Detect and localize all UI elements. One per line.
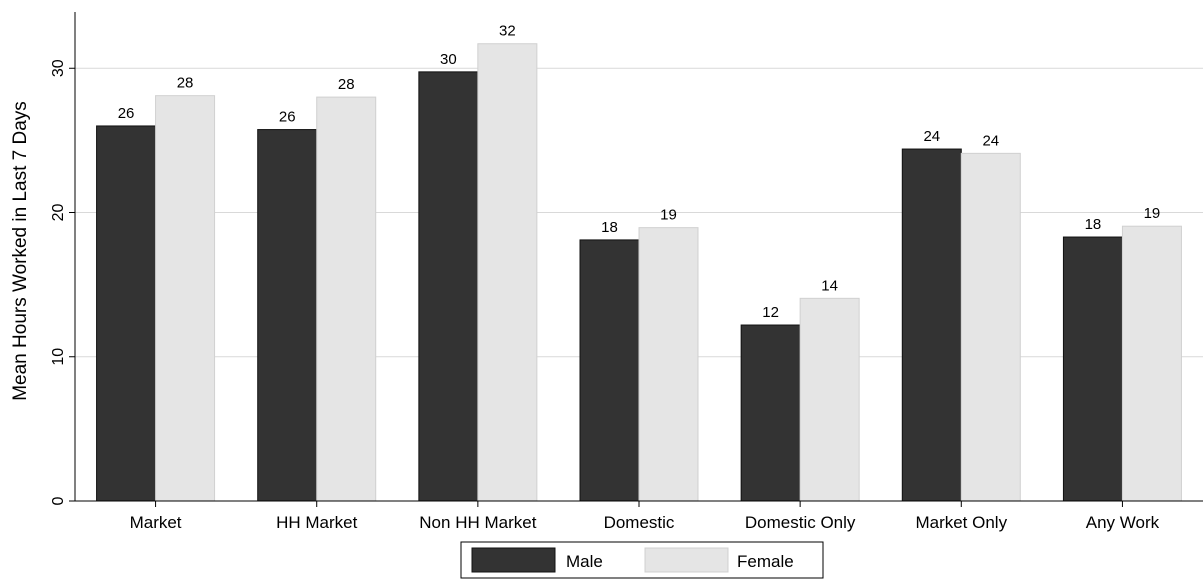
y-tick-label: 30 [50, 59, 67, 77]
bar-female [799, 297, 860, 502]
bar-female [155, 95, 216, 502]
legend: Male Female [460, 541, 824, 579]
legend-swatch-female [644, 547, 729, 573]
bar-male [257, 129, 318, 502]
data-label: 30 [440, 51, 457, 68]
bar-female [638, 227, 699, 502]
labels: 0 10 20 30 26 28 Market 26 28 HH Market 30 32 Non HH… [50, 23, 1160, 532]
x-tick-label: Market Only [915, 513, 1007, 532]
bar-female [477, 43, 538, 502]
data-label: 26 [118, 105, 135, 122]
bar-male [740, 324, 801, 502]
bar-male [901, 148, 962, 502]
x-tick-label: Any Work [1086, 513, 1160, 532]
data-label: 24 [982, 132, 999, 149]
data-label: 14 [821, 277, 838, 294]
data-label: 18 [1085, 216, 1102, 233]
y-tick-label: 20 [50, 204, 67, 222]
x-tick-label: Non HH Market [419, 513, 536, 532]
bar-male [96, 125, 157, 502]
data-label: 26 [279, 109, 296, 126]
data-label: 18 [601, 219, 618, 236]
x-tick-label: Domestic Only [745, 513, 856, 532]
y-axis-title: Mean Hours Worked in Last 7 Days [10, 101, 31, 401]
legend-label-male: Male [566, 552, 603, 571]
bar-female [960, 152, 1021, 502]
axes [69, 12, 1203, 507]
bar-female [1121, 225, 1182, 502]
data-label: 32 [499, 23, 516, 40]
data-label: 24 [923, 128, 940, 145]
data-label: 19 [660, 207, 677, 224]
x-tick-label: Domestic [604, 513, 675, 532]
y-tick-label: 0 [50, 496, 67, 505]
legend-label-female: Female [737, 552, 794, 571]
x-tick-label: Market [130, 513, 182, 532]
data-label: 19 [1144, 205, 1161, 222]
bar-male [1062, 236, 1123, 502]
x-tick-label: HH Market [276, 513, 358, 532]
bar-male [418, 71, 479, 502]
y-tick-label: 10 [50, 348, 67, 366]
data-label: 12 [762, 304, 779, 321]
bar-male [579, 239, 640, 502]
data-label: 28 [177, 75, 194, 92]
data-label: 28 [338, 76, 355, 93]
legend-swatch-male [471, 547, 556, 573]
bars [96, 43, 1182, 502]
bar-female [316, 96, 377, 502]
